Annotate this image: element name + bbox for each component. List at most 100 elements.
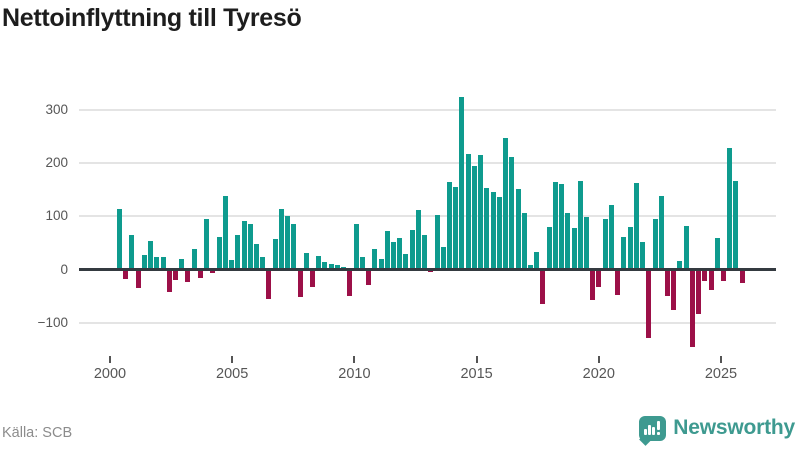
bar-positive — [472, 165, 477, 270]
mini-bar-icon — [648, 424, 652, 435]
newsworthy-wordmark: Newsworthy — [673, 416, 795, 439]
bar-positive — [204, 219, 209, 270]
bar-positive — [229, 260, 234, 270]
bar-positive — [322, 262, 327, 270]
bar-positive — [528, 264, 533, 270]
bar-positive — [397, 238, 402, 270]
bar-positive — [547, 226, 552, 270]
x-axis-tick-label: 2005 — [216, 366, 249, 382]
bar-positive — [117, 209, 122, 270]
newsworthy-bubble-chart-icon — [639, 415, 667, 446]
bar-positive — [459, 96, 464, 270]
bar-positive — [379, 259, 384, 270]
bar-positive — [684, 226, 689, 270]
x-axis-tick-label: 2020 — [582, 366, 615, 382]
bar-positive — [279, 208, 284, 270]
exclamation-icon — [657, 420, 661, 430]
bar-positive — [503, 138, 508, 270]
bar-positive — [553, 181, 558, 270]
bar-positive — [391, 242, 396, 270]
bar-positive — [360, 256, 365, 270]
bar-positive — [179, 258, 184, 270]
bar-positive — [154, 256, 159, 270]
y-axis-tick-label: 200 — [45, 155, 68, 171]
bar-positive — [603, 219, 608, 270]
bar-negative — [665, 269, 670, 297]
y-axis-tick-label: 100 — [45, 208, 68, 224]
bar-negative — [185, 269, 190, 282]
mini-bar-icon — [652, 426, 656, 435]
bar-positive — [715, 238, 720, 270]
bar-positive — [422, 235, 427, 270]
bar-positive — [354, 223, 359, 270]
bar-positive — [584, 217, 589, 270]
bar-negative — [173, 269, 178, 280]
bar-positive — [441, 247, 446, 270]
bar-positive — [273, 238, 278, 270]
bar-negative — [198, 269, 203, 278]
bar-positive — [435, 215, 440, 270]
bar-negative — [310, 269, 315, 288]
bar-positive — [609, 205, 614, 270]
y-axis-tick-label: 300 — [45, 101, 68, 117]
zero-axis-line — [79, 268, 776, 271]
newsworthy-logo: Newsworthy — [639, 412, 795, 446]
bar-positive — [659, 195, 664, 270]
speech-bubble-tail — [639, 432, 653, 446]
bar-positive — [628, 226, 633, 270]
bar-positive — [142, 254, 147, 270]
bar-positive — [223, 195, 228, 270]
bar-positive — [217, 236, 222, 270]
bar-negative — [266, 269, 271, 299]
bar-positive — [416, 210, 421, 270]
bar-negative — [347, 269, 352, 296]
bar-positive — [385, 230, 390, 270]
x-axis-tick-label: 2015 — [460, 366, 493, 382]
bar-positive — [727, 148, 732, 270]
bar-negative — [696, 269, 701, 315]
bar-positive — [578, 181, 583, 270]
x-axis-tick — [597, 356, 600, 363]
x-axis-tick-label: 2010 — [338, 366, 371, 382]
bar-positive — [161, 256, 166, 270]
bar-negative — [671, 269, 676, 310]
bar-positive — [372, 248, 377, 270]
bar-positive — [291, 223, 296, 270]
bar-positive — [497, 197, 502, 270]
bar-positive — [304, 253, 309, 270]
bar-negative — [298, 269, 303, 298]
bar-positive — [565, 212, 570, 270]
bar-positive — [410, 230, 415, 270]
x-axis-tick — [475, 356, 478, 363]
bar-negative — [646, 269, 651, 338]
bar-negative — [690, 269, 695, 347]
bar-positive — [329, 263, 334, 270]
bar-negative — [136, 269, 141, 288]
exclamation-dot-icon — [657, 431, 661, 435]
bar-negative — [210, 269, 215, 273]
bar-positive — [522, 212, 527, 270]
bar-positive — [403, 254, 408, 270]
bar-positive — [621, 237, 626, 270]
bar-positive — [235, 235, 240, 270]
bar-positive — [478, 155, 483, 270]
bar-positive — [192, 248, 197, 270]
bar-positive — [634, 182, 639, 270]
bar-negative — [167, 269, 172, 292]
bar-positive — [447, 182, 452, 270]
y-axis-tick-label: 0 — [60, 261, 68, 277]
bar-negative — [596, 269, 601, 287]
bar-positive — [509, 156, 514, 270]
bar-positive — [677, 260, 682, 270]
bar-positive — [534, 252, 539, 270]
bar-positive — [335, 265, 340, 270]
x-axis-tick — [231, 356, 234, 363]
bar-negative — [702, 269, 707, 282]
bar-positive — [491, 192, 496, 270]
bar-positive — [285, 215, 290, 270]
x-axis-tick — [109, 356, 111, 363]
chart-title: Nettoinflyttning till Tyresö — [2, 4, 302, 32]
bar-positive — [254, 243, 259, 270]
bar-negative — [740, 269, 745, 284]
gridline — [79, 108, 776, 111]
